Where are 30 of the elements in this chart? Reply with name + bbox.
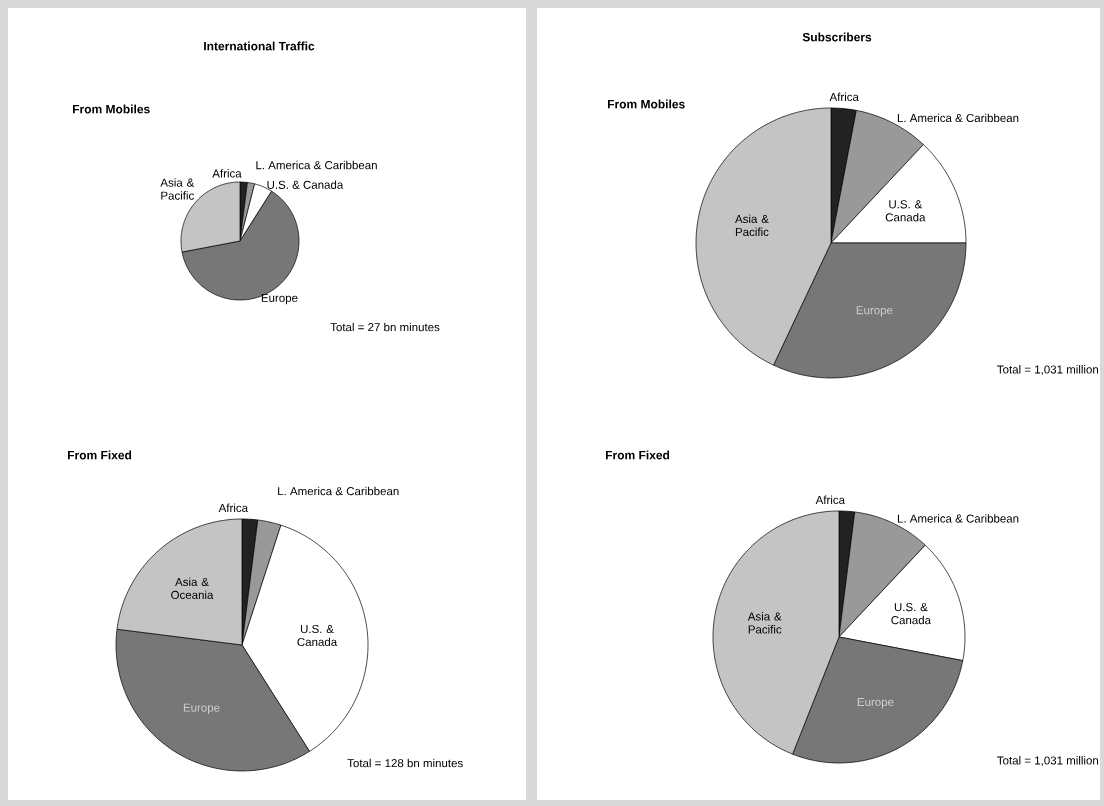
text: Total = 128 bn minutes — [347, 758, 463, 768]
slice-label: U.S. & Canada — [267, 180, 344, 189]
slice-label: Asia & Pacific — [747, 612, 782, 634]
slice-label: Europe — [183, 703, 220, 714]
slice-label: Europe — [261, 293, 298, 305]
text: Total = 1,031 million — [997, 365, 1099, 375]
chart-subtitle: From Fixed — [606, 450, 670, 460]
chart-title: International Traffic — [204, 41, 315, 51]
slice-label: Asia & Pacific — [735, 214, 769, 237]
text: Total = 1,031 million — [997, 756, 1099, 766]
slice-label: Europe — [856, 306, 893, 317]
slice-label: Africa — [212, 169, 242, 178]
slice-label: Africa — [815, 495, 846, 505]
chart-subtitle: From Mobiles — [73, 104, 150, 114]
slice-label: Asia & Oceania — [171, 577, 214, 599]
slice-label: Africa — [829, 92, 859, 102]
slice-label: Asia & Pacific — [160, 178, 195, 200]
chart-subtitle: From Fixed — [68, 450, 132, 460]
slice-label: L. America & Caribbean — [256, 160, 377, 170]
chart-title: Subscribers — [802, 32, 872, 42]
slice-label: U.S. & Canada — [891, 603, 932, 625]
slice-label: L. America & Caribbean — [278, 486, 399, 496]
slice-label: L. America & Caribbean — [897, 514, 1019, 523]
slice-label: U.S. & Canada — [297, 624, 338, 647]
text: Total = 27 bn minutes — [330, 322, 440, 332]
slice-label: U.S. & Canada — [885, 200, 926, 222]
slice-label: L. America & Caribbean — [897, 113, 1019, 123]
slice-label: Africa — [218, 503, 249, 513]
slice-label: Europe — [857, 698, 894, 709]
chart-subtitle: From Mobiles — [608, 99, 685, 109]
